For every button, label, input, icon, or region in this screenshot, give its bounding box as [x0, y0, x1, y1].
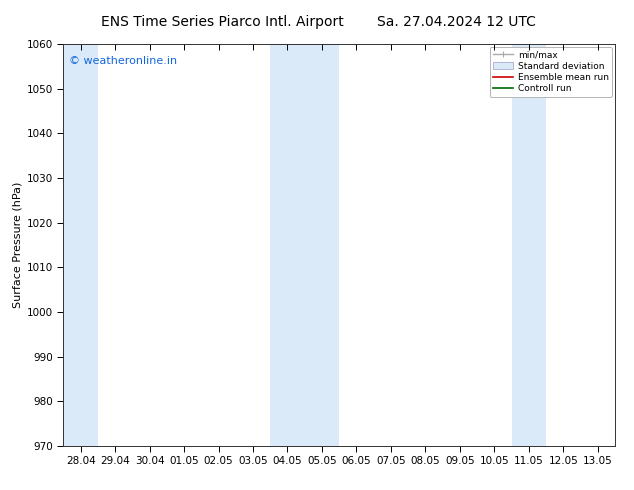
- Text: Sa. 27.04.2024 12 UTC: Sa. 27.04.2024 12 UTC: [377, 15, 536, 29]
- Text: © weatheronline.in: © weatheronline.in: [69, 56, 177, 66]
- Bar: [512, 44, 546, 446]
- Text: ENS Time Series Piarco Intl. Airport: ENS Time Series Piarco Intl. Airport: [101, 15, 343, 29]
- Bar: [270, 44, 339, 446]
- Bar: [63, 44, 98, 446]
- Legend: min/max, Standard deviation, Ensemble mean run, Controll run: min/max, Standard deviation, Ensemble me…: [489, 47, 612, 97]
- Y-axis label: Surface Pressure (hPa): Surface Pressure (hPa): [13, 182, 23, 308]
